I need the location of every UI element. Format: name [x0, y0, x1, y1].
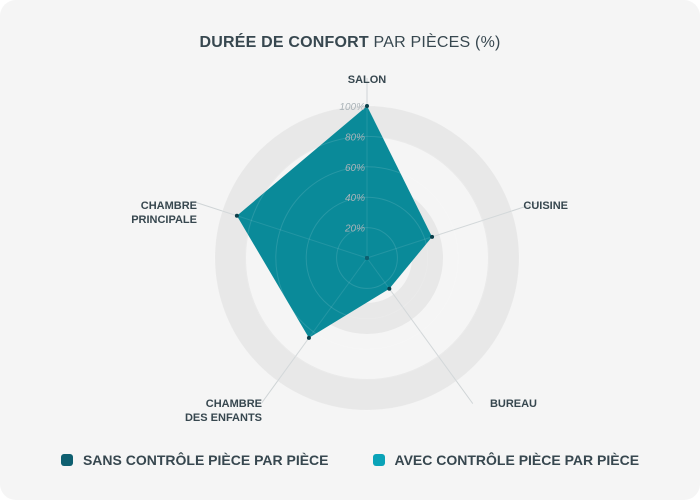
- radar-data-point: [306, 335, 311, 340]
- radar-data-point: [430, 234, 435, 239]
- radar-axis-label: CHAMBRE DES ENFANTS: [185, 398, 262, 424]
- radar-grid-spoke: [366, 257, 457, 382]
- radar-grid-ring: [336, 227, 398, 289]
- legend-label-sans: SANS CONTRÔLE PIÈCE PAR PIÈCE: [82, 452, 329, 468]
- radar-axis-label-line: SALON: [348, 74, 387, 86]
- radar-tick-label: 20%: [344, 224, 365, 235]
- radar-tick-label: 60%: [345, 163, 365, 174]
- chart-title-bold: DURÉE DE CONFORT: [199, 34, 369, 51]
- legend-swatch-avec: [372, 454, 385, 466]
- radar-tick-label: 80%: [345, 132, 365, 143]
- radar-axis-label: CUISINE: [523, 200, 568, 212]
- radar-tick-label: 100%: [339, 102, 365, 113]
- radar-data-point: [234, 213, 239, 218]
- radar-axis-label: BUREAU: [490, 398, 537, 410]
- radar-grid-spoke: [366, 210, 512, 259]
- radar-grid-spoke: [222, 210, 368, 259]
- radar-axis-label: CHAMBRE PRINCIPALE: [131, 200, 197, 226]
- radar-series-area: [236, 106, 433, 338]
- legend-label-avec: AVEC CONTRÔLE PIÈCE PAR PIÈCE: [394, 452, 640, 468]
- radar-data-point: [365, 256, 369, 260]
- radar-axis-label-line: DES ENFANTS: [185, 412, 262, 424]
- chart-title-light: PAR PIÈCES (%): [373, 34, 501, 51]
- radar-data-point: [365, 104, 369, 108]
- radar-axis-label-line: CHAMBRE: [141, 200, 197, 212]
- radar-tick-label: 40%: [345, 193, 365, 204]
- radar-data-point: [387, 286, 392, 291]
- legend-item-sans: SANS CONTRÔLE PIÈCE PAR PIÈCE: [60, 452, 329, 468]
- radar-axis-label-line: BUREAU: [490, 398, 537, 410]
- radar-axis-label-line: CUISINE: [523, 200, 568, 212]
- radar-grid-spoke: [277, 257, 368, 382]
- radar-grid-ring: [244, 135, 490, 381]
- chart-title: DURÉE DE CONFORT PAR PIÈCES (%): [0, 34, 700, 52]
- radar-grid-ring: [275, 166, 459, 350]
- radar-axis-label-line: CHAMBRE: [206, 398, 262, 410]
- radar-chart: 20% 40% 60% 80% 100% SALON CUISINE BUREAU CHAMBR…: [131, 74, 568, 424]
- chart-legend: SANS CONTRÔLE PIÈCE PAR PIÈCE AVEC CONTR…: [0, 452, 700, 468]
- radar-axis-label: SALON: [348, 74, 387, 86]
- legend-swatch-sans: [60, 454, 73, 466]
- legend-item-avec: AVEC CONTRÔLE PIÈCE PAR PIÈCE: [372, 452, 640, 468]
- radar-grid-ring: [305, 196, 429, 320]
- radar-axis-label-line: PRINCIPALE: [131, 214, 197, 226]
